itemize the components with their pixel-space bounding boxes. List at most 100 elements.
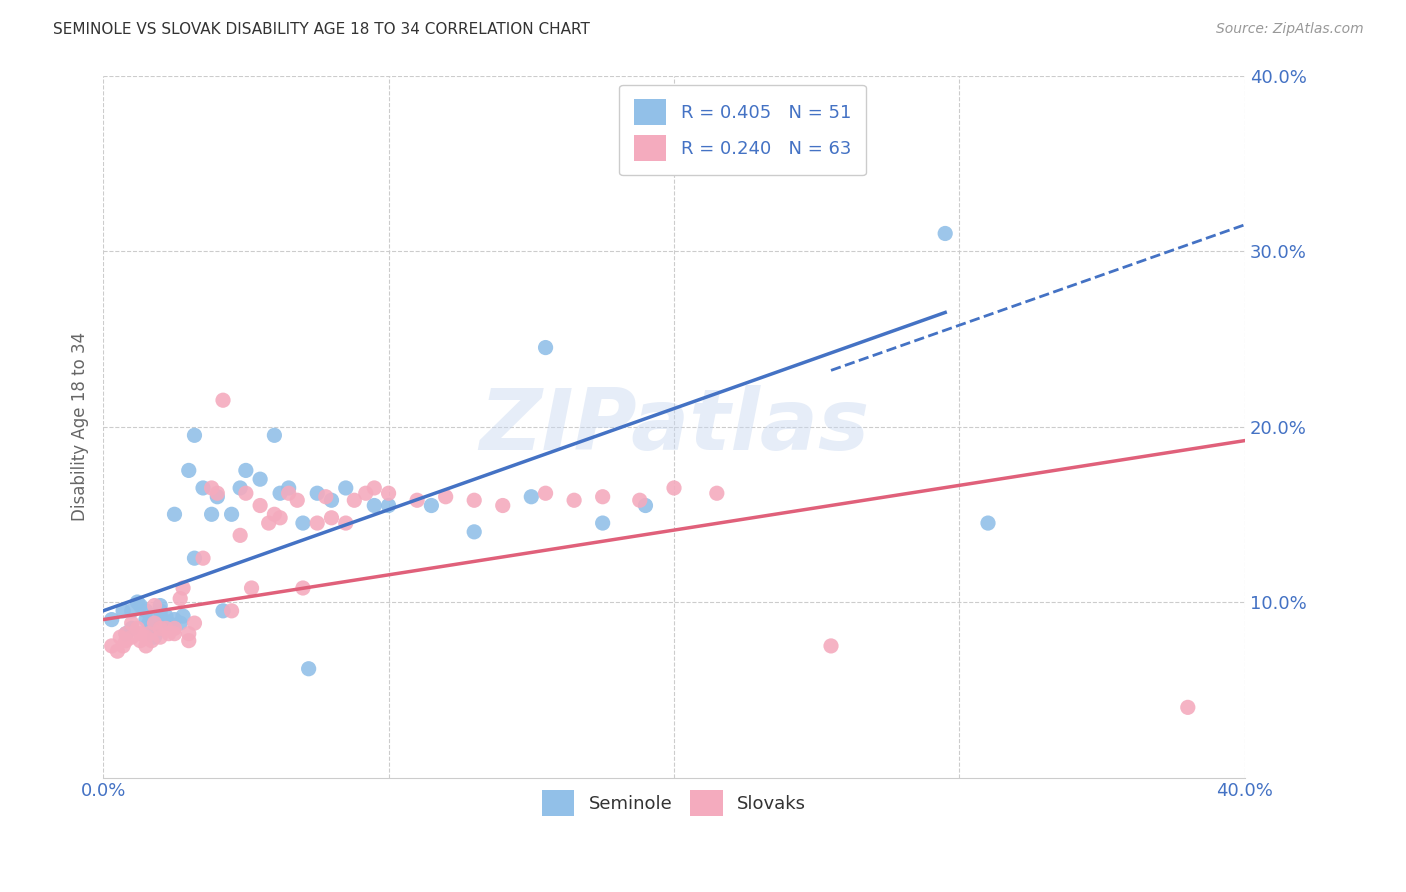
Point [143,621,166,635]
Point [183,551,205,566]
Point [183,616,205,631]
Point [212,393,235,408]
Point [463,524,485,539]
Point [307,516,329,530]
Point [127,621,149,635]
Point [200,508,222,522]
Point [662,481,685,495]
Point [149,621,172,635]
Point [135,639,157,653]
Point [157,616,180,631]
Point [169,591,191,606]
Point [110,630,132,644]
Legend: Seminole, Slovaks: Seminole, Slovaks [533,781,815,825]
Point [121,604,143,618]
Point [269,486,291,500]
Point [221,508,243,522]
Point [143,599,166,613]
Point [520,490,543,504]
Point [115,626,138,640]
Point [121,630,143,644]
Point [138,626,160,640]
Point [129,626,152,640]
Point [163,621,186,635]
Point [141,633,163,648]
Point [257,516,280,530]
Point [129,633,152,648]
Point [934,227,956,241]
Point [463,493,485,508]
Point [135,604,157,618]
Point [269,510,291,524]
Point [121,616,143,631]
Point [592,490,614,504]
Point [129,599,152,613]
Point [177,626,200,640]
Point [155,621,177,635]
Point [235,463,257,477]
Point [307,486,329,500]
Point [343,493,366,508]
Point [172,609,194,624]
Point [138,616,160,631]
Point [207,486,229,500]
Point [377,486,399,500]
Point [100,639,122,653]
Point [335,516,357,530]
Point [112,639,135,653]
Point [377,499,399,513]
Point [291,516,314,530]
Point [315,490,337,504]
Point [534,486,557,500]
Point [335,481,357,495]
Point [235,486,257,500]
Point [291,581,314,595]
Point [706,486,728,500]
Point [115,633,138,648]
Point [285,493,308,508]
Point [420,499,443,513]
Point [149,630,172,644]
Point [157,626,180,640]
Point [820,639,842,653]
Point [163,626,186,640]
Point [249,472,271,486]
Point [135,630,157,644]
Point [191,481,214,495]
Point [169,616,191,631]
Point [212,604,235,618]
Point [121,621,143,635]
Point [149,599,172,613]
Point [127,595,149,609]
Text: SEMINOLE VS SLOVAK DISABILITY AGE 18 TO 34 CORRELATION CHART: SEMINOLE VS SLOVAK DISABILITY AGE 18 TO … [53,22,591,37]
Point [100,613,122,627]
Point [354,486,377,500]
Text: Source: ZipAtlas.com: Source: ZipAtlas.com [1216,22,1364,37]
Point [434,490,457,504]
Point [172,581,194,595]
Point [115,626,138,640]
Point [249,499,271,513]
Point [363,499,385,513]
Point [163,508,186,522]
Point [321,510,343,524]
Point [229,528,252,542]
Point [152,613,174,627]
Point [628,493,651,508]
Point [240,581,263,595]
Point [200,481,222,495]
Point [534,341,557,355]
Point [135,613,157,627]
Point [191,551,214,566]
Point [977,516,1000,530]
Point [229,481,252,495]
Point [183,428,205,442]
Point [592,516,614,530]
Point [263,508,285,522]
Point [634,499,657,513]
Point [277,481,299,495]
Point [112,604,135,618]
Point [155,609,177,624]
Point [406,493,429,508]
Point [207,490,229,504]
